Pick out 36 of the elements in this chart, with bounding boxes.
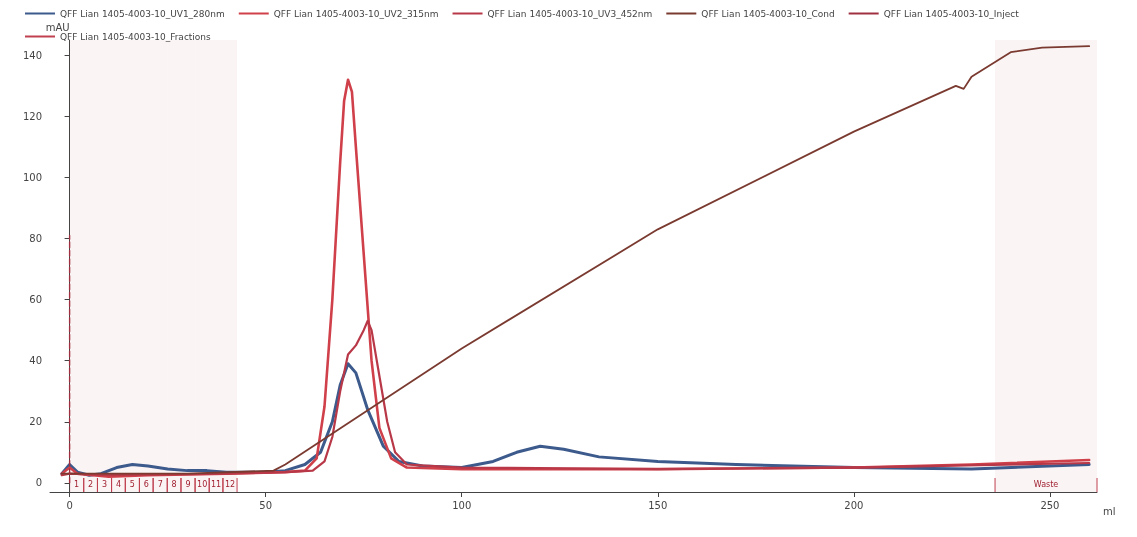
band-label: 8: [171, 480, 177, 489]
y-tick-label: 140: [22, 49, 42, 61]
x-tick-label: 250: [1040, 499, 1060, 511]
band-label: 6: [143, 480, 149, 489]
legend-label: QFF Lian 1405-4003-10_UV3_452nm: [487, 8, 653, 19]
legend-label: QFF Lian 1405-4003-10_Cond: [701, 8, 835, 19]
y-axis-title: mAU: [45, 21, 70, 33]
x-tick-label: 50: [259, 499, 273, 511]
band-label: 4: [115, 480, 121, 489]
legend-label: QFF Lian 1405-4003-10_Inject: [883, 8, 1020, 19]
y-tick-label: 0: [35, 477, 42, 489]
band-label: 5: [129, 480, 135, 489]
band-label: 1: [74, 480, 80, 489]
y-tick-label: 20: [29, 416, 42, 428]
band-label: 9: [185, 480, 191, 489]
line-series: [60, 319, 1091, 477]
x-tick-label: 150: [648, 499, 668, 511]
band-label: 7: [157, 480, 163, 489]
y-tick-label: 100: [22, 171, 42, 183]
y-tick-label: 40: [29, 355, 42, 367]
x-tick-label: 100: [452, 499, 472, 511]
y-tick-label: 120: [22, 110, 42, 122]
band-label: 10: [197, 480, 208, 489]
band-label: 3: [101, 480, 108, 489]
y-tick-label: 60: [29, 294, 42, 306]
legend-label: QFF Lian 1405-4003-10_UV1_280nm: [60, 8, 225, 19]
band-label: 12: [224, 480, 236, 489]
band-label: 11: [210, 480, 222, 489]
x-tick-label: 200: [844, 499, 864, 511]
band-label: 2: [88, 480, 94, 489]
y-tick-label: 80: [29, 233, 42, 245]
band-label: Waste: [1033, 480, 1059, 489]
x-tick-label: 0: [66, 499, 73, 511]
legend-label: QFF Lian 1405-4003-10_UV2_315nm: [273, 8, 439, 19]
x-axis-title: ml: [1103, 505, 1116, 517]
annotation: QFF Lian 1405-4003-10_Fractions: [60, 31, 212, 42]
